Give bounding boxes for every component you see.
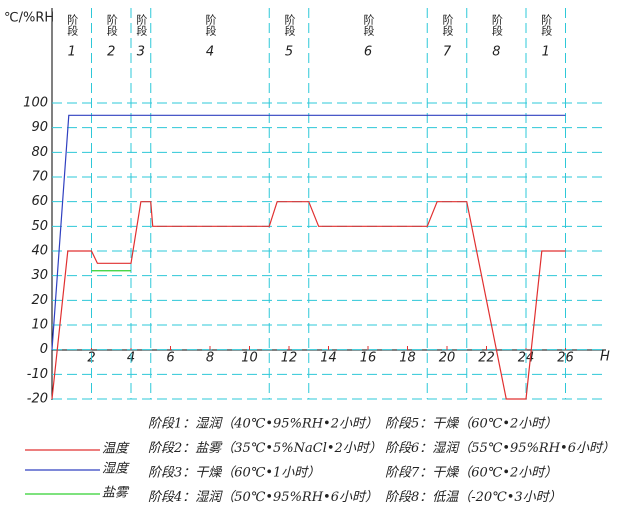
stage-note: 阶段8：低温（-20℃•3小时） xyxy=(385,489,562,505)
stage-number: 6 xyxy=(364,45,372,60)
x-tick-label: 20 xyxy=(439,351,456,366)
y-tick-label: 100 xyxy=(23,96,48,111)
legend-label: 湿度 xyxy=(102,462,130,477)
x-tick-label: 16 xyxy=(360,351,377,366)
stage-note: 阶段7：干燥（60℃•2小时） xyxy=(385,465,557,481)
stage-number: 1 xyxy=(68,45,76,60)
stage-note: 阶段3：干燥（60℃•1小时） xyxy=(148,465,320,481)
stage-note: 阶段4：湿润（50℃•95%RH•6小时） xyxy=(148,489,378,505)
x-axis-label: H xyxy=(600,350,610,365)
x-tick-label: 8 xyxy=(206,351,214,366)
stage-label: 阶段 xyxy=(66,13,79,37)
y-tick-label: -10 xyxy=(27,367,48,382)
stage-label: 阶段 xyxy=(135,13,148,37)
stage-number: 3 xyxy=(137,45,145,60)
legend-label: 盐雾 xyxy=(102,486,130,501)
x-tick-label: 22 xyxy=(478,351,495,366)
stage-label: 阶段 xyxy=(362,13,375,37)
stage-label: 阶段 xyxy=(105,13,118,37)
stage-number: 1 xyxy=(542,45,550,60)
stage-note: 阶段1：湿润（40℃•95%RH•2小时） xyxy=(148,416,378,432)
series-line xyxy=(51,114,566,350)
y-tick-label: 0 xyxy=(40,342,48,357)
stage-number: 7 xyxy=(443,45,452,60)
stage-note: 阶段6：湿润（55℃•95%RH•6小时） xyxy=(385,440,615,456)
y-tick-label: 20 xyxy=(31,293,48,308)
y-tick-label: 80 xyxy=(31,145,48,160)
y-tick-label: 70 xyxy=(31,170,48,185)
stage-label: 阶段 xyxy=(540,13,553,37)
y-axis-label: ℃/%RH xyxy=(4,11,54,26)
stage-number: 5 xyxy=(285,45,293,60)
stage-label: 阶段 xyxy=(204,13,217,37)
y-tick-label: -20 xyxy=(27,392,48,407)
stage-number: 2 xyxy=(107,45,115,60)
stage-label: 阶段 xyxy=(441,13,454,37)
y-tick-label: 50 xyxy=(31,219,48,234)
y-tick-label: 10 xyxy=(31,318,48,333)
stage-note: 阶段5：干燥（60℃•2小时） xyxy=(385,416,557,432)
y-tick-label: 90 xyxy=(31,120,48,135)
x-tick-label: 6 xyxy=(166,351,174,366)
x-tick-label: 12 xyxy=(281,351,298,366)
y-tick-label: 60 xyxy=(31,194,48,209)
x-tick-label: 18 xyxy=(399,351,416,366)
x-tick-label: 14 xyxy=(320,351,337,366)
x-tick-label: 10 xyxy=(241,351,258,366)
stage-label: 阶段 xyxy=(283,13,296,37)
stage-number: 4 xyxy=(206,45,214,60)
y-tick-label: 30 xyxy=(31,268,48,283)
legend-label: 温度 xyxy=(102,442,130,457)
stage-number: 8 xyxy=(492,45,500,60)
y-tick-label: 40 xyxy=(31,244,48,259)
stage-note: 阶段2：盐雾（35℃•5%NaCl•2小时） xyxy=(148,440,382,456)
stage-label: 阶段 xyxy=(490,13,503,37)
series-line xyxy=(51,201,566,400)
